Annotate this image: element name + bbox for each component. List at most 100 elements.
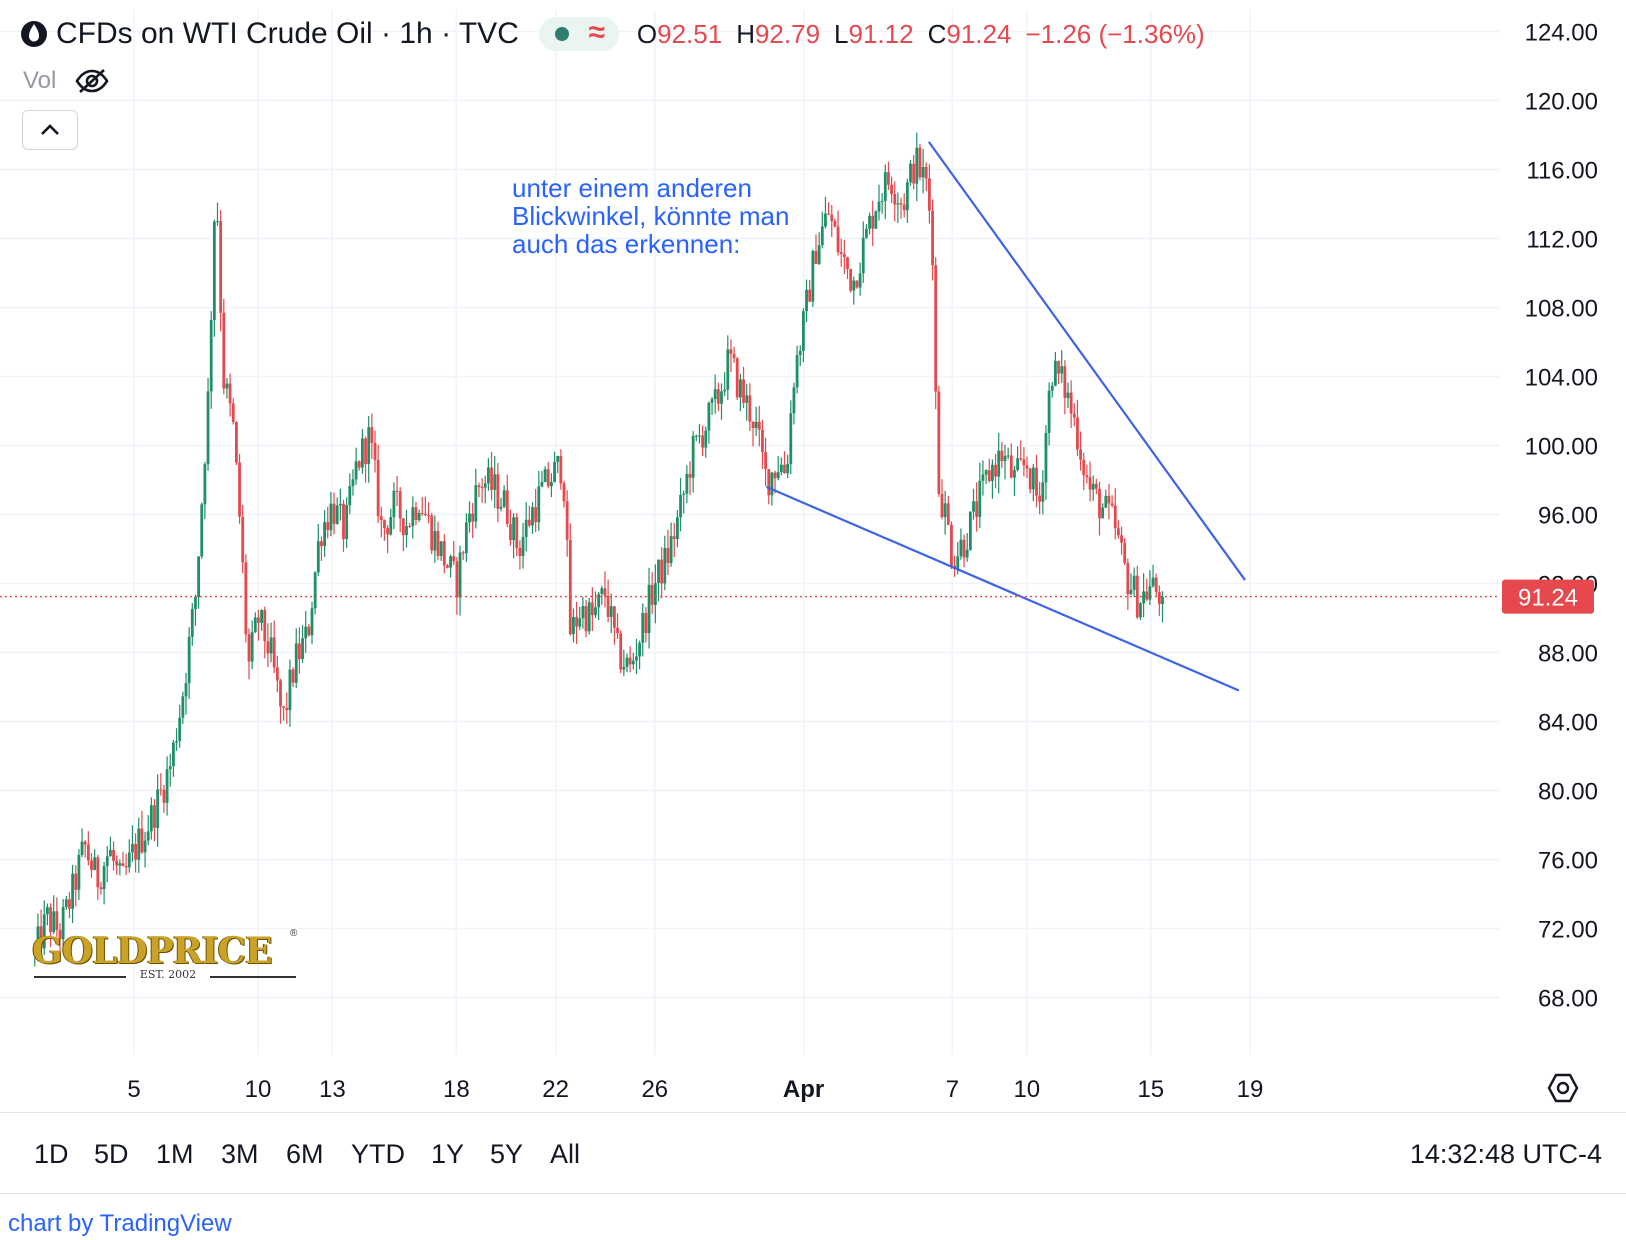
chart-annotation[interactable]: unter einem anderen Blickwinkel, könnte …: [512, 174, 872, 258]
candle-down: [55, 911, 59, 931]
candle-up: [811, 251, 815, 302]
y-tick-label: 104.00: [1525, 365, 1598, 392]
candle-down: [112, 849, 115, 861]
candle-up: [792, 387, 796, 414]
candle-up: [1054, 360, 1057, 386]
candle-down: [398, 491, 402, 519]
last-price-label-bg: [1502, 579, 1594, 614]
candle-down: [830, 214, 834, 221]
logo-est: EST. 2002: [139, 968, 197, 981]
candle-down: [86, 844, 90, 861]
collapse-legend-button[interactable]: [22, 110, 78, 150]
trend-line[interactable]: [927, 141, 1246, 581]
clock-timezone[interactable]: 14:32:48 UTC-4: [1409, 1139, 1602, 1169]
candle-down: [946, 503, 950, 525]
y-tick-label: 124.00: [1525, 20, 1598, 47]
range-3m[interactable]: 3M: [221, 1139, 259, 1169]
candle-up: [1060, 366, 1064, 374]
candle-up: [779, 464, 783, 473]
range-1m[interactable]: 1M: [156, 1139, 194, 1169]
candle-down: [49, 907, 52, 932]
candle-up: [739, 379, 742, 398]
candle-down: [228, 383, 232, 404]
candle-up: [1041, 482, 1045, 502]
candle-down: [767, 469, 771, 496]
candle-down: [1076, 417, 1079, 450]
y-tick-label: 120.00: [1525, 89, 1598, 116]
candle-down: [808, 289, 812, 302]
candle-up: [669, 536, 673, 563]
eye-off-icon[interactable]: [74, 67, 110, 95]
trend-line[interactable]: [765, 485, 1240, 692]
tradingview-attribution[interactable]: chart by TradingView: [8, 1210, 232, 1237]
candle-up: [1016, 458, 1019, 471]
x-tick-label: Apr: [783, 1076, 824, 1103]
candle-down: [442, 541, 446, 566]
symbol-title[interactable]: CFDs on WTI Crude Oil · 1h · TVC: [56, 17, 519, 50]
logo-registered-mark: ®: [290, 928, 298, 939]
candle-down: [871, 215, 875, 229]
range-5d[interactable]: 5D: [94, 1139, 129, 1169]
logo-text: GOLDPRICE: [32, 930, 273, 972]
candle-down: [928, 178, 931, 211]
candle-down: [603, 588, 607, 596]
range-6m[interactable]: 6M: [286, 1139, 324, 1169]
candle-up: [676, 517, 679, 539]
candle-up: [1151, 577, 1155, 587]
candle-up: [512, 517, 515, 541]
candle-down: [937, 391, 941, 494]
trend-lines[interactable]: [765, 141, 1246, 692]
candle-up: [943, 503, 947, 518]
candle-up: [1066, 392, 1070, 398]
auto-scale-settings-icon[interactable]: [1546, 1071, 1580, 1105]
candle-up: [1129, 589, 1133, 595]
candle-down: [1135, 575, 1139, 618]
candle-up: [622, 666, 626, 670]
market-status-pill[interactable]: ≈: [538, 16, 619, 51]
candle-up: [682, 493, 686, 495]
candle-up: [105, 856, 109, 867]
candle-down: [515, 517, 519, 548]
time-axis[interactable]: 5 10 13 18 22 26 Apr 7 10 15 19: [127, 1076, 1263, 1103]
range-5y[interactable]: 5Y: [490, 1139, 524, 1169]
candle-down: [505, 490, 509, 524]
candle-up: [178, 717, 182, 742]
range-ytd[interactable]: YTD: [351, 1139, 405, 1169]
range-1y[interactable]: 1Y: [431, 1139, 465, 1169]
candle-down: [140, 828, 144, 853]
price-axis[interactable]: 124.00 120.00 116.00 112.00 108.00 104.00 100.…: [1525, 20, 1598, 1013]
candle-up: [653, 583, 657, 605]
goldprice-logo: GOLDPRICE ® EST. 2002: [28, 928, 300, 986]
candle-up: [165, 769, 169, 803]
candle-down: [376, 459, 380, 517]
candle-up: [1139, 603, 1142, 618]
x-tick-label: 5: [127, 1076, 140, 1103]
candle-up: [550, 482, 553, 487]
range-all[interactable]: All: [550, 1139, 581, 1169]
candle-down: [307, 626, 311, 636]
range-1d[interactable]: 1D: [34, 1139, 69, 1169]
y-tick-label: 88.00: [1538, 641, 1598, 668]
candle-up: [968, 511, 972, 550]
candle-up: [93, 857, 97, 870]
candle-up: [1104, 495, 1108, 508]
x-tick-label: 15: [1137, 1076, 1164, 1103]
candle-down: [134, 844, 137, 860]
candle-down: [420, 512, 424, 514]
y-tick-label: 100.00: [1525, 434, 1598, 461]
y-tick-label: 84.00: [1538, 710, 1598, 737]
candle-down: [931, 210, 934, 266]
candle-down: [590, 602, 594, 616]
price-chart[interactable]: 124.00 120.00 116.00 112.00 108.00 104.00 100.…: [0, 0, 1626, 1112]
candle-up: [1013, 470, 1016, 478]
candle-down: [1117, 528, 1120, 536]
candle-up: [499, 506, 503, 509]
high-value: 92.79: [754, 18, 821, 49]
candle-up: [464, 522, 468, 554]
chart-header: CFDs on WTI Crude Oil · 1h · TVC ≈ O92.5…: [20, 12, 1219, 56]
candle-up: [581, 606, 585, 619]
candle-up: [625, 657, 629, 667]
candle-down: [975, 501, 979, 517]
candle-down: [761, 429, 764, 453]
candle-down: [90, 860, 93, 870]
